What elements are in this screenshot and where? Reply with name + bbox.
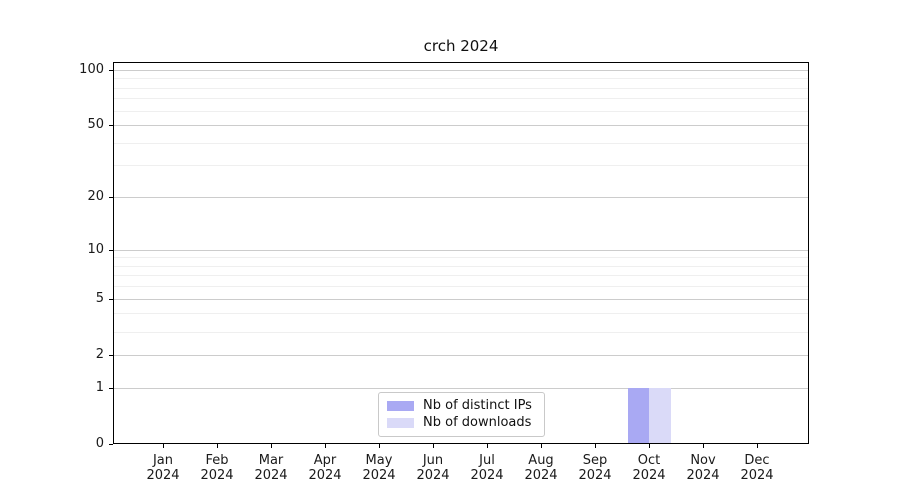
legend-label-downloads: Nb of downloads [423, 415, 532, 430]
x-tick [595, 444, 596, 448]
legend-swatch-downloads [387, 418, 414, 428]
x-tick-label: Oct 2024 [621, 453, 677, 483]
gridline-major [114, 197, 808, 199]
gridline-major [114, 249, 808, 251]
x-tick-label-year: 2024 [362, 468, 396, 483]
y-tick-label: 0 [95, 436, 104, 451]
chart-title: crch 2024 [423, 37, 499, 55]
gridline-minor [114, 313, 808, 315]
x-tick-label: Feb 2024 [189, 453, 245, 483]
x-tick-label-year: 2024 [254, 468, 288, 483]
x-tick [649, 444, 650, 448]
legend-label-distinct-ips: Nb of distinct IPs [423, 398, 532, 413]
legend-item-downloads: Nb of downloads [387, 416, 536, 430]
y-tick [109, 249, 113, 251]
y-tick [109, 298, 113, 300]
x-tick-label-year: 2024 [200, 468, 234, 483]
legend-item-distinct-ips: Nb of distinct IPs [387, 399, 536, 413]
gridline-minor [114, 265, 808, 267]
x-tick-label: May 2024 [351, 453, 407, 483]
x-tick-label: Sep 2024 [567, 453, 623, 483]
x-tick-label: Jun 2024 [405, 453, 461, 483]
x-tick-label-year: 2024 [632, 468, 666, 483]
gridline-minor [114, 257, 808, 259]
x-tick [703, 444, 704, 448]
x-tick [379, 444, 380, 448]
x-tick-label-year: 2024 [146, 468, 180, 483]
bar-series-0 [627, 387, 649, 443]
gridline-major [114, 125, 808, 127]
gridline-minor [114, 98, 808, 100]
x-tick-label-year: 2024 [740, 468, 774, 483]
gridline-minor [114, 87, 808, 89]
gridline-minor [114, 286, 808, 288]
x-tick [163, 444, 164, 448]
bar-series-1 [649, 387, 671, 443]
gridline-major [114, 298, 808, 300]
x-tick-label: Mar 2024 [243, 453, 299, 483]
x-tick-label: Jul 2024 [459, 453, 515, 483]
gridline-major [114, 387, 808, 389]
y-tick-label: 50 [87, 117, 104, 133]
x-tick-label-year: 2024 [416, 468, 450, 483]
y-tick-label: 1 [95, 379, 104, 395]
x-tick [541, 444, 542, 448]
plot-area [113, 62, 809, 444]
x-tick [487, 444, 488, 448]
y-tick [109, 197, 113, 199]
x-tick-label: Jan 2024 [135, 453, 191, 483]
gridline-major [114, 354, 808, 356]
y-tick-label: 5 [95, 290, 104, 306]
gridline-minor [114, 331, 808, 333]
x-tick-label-year: 2024 [578, 468, 612, 483]
x-tick [433, 444, 434, 448]
y-tick [109, 354, 113, 356]
x-tick-label: Aug 2024 [513, 453, 569, 483]
y-tick-label: 100 [79, 61, 104, 77]
x-tick [217, 444, 218, 448]
x-tick-label: Dec 2024 [729, 453, 785, 483]
y-tick [109, 69, 113, 71]
gridline-minor [114, 275, 808, 277]
legend: Nb of distinct IPs Nb of downloads [378, 392, 545, 437]
y-tick [109, 387, 113, 389]
gridline-minor [114, 110, 808, 112]
x-tick-label-year: 2024 [470, 468, 504, 483]
gridline-major [114, 69, 808, 71]
legend-swatch-distinct-ips [387, 401, 414, 411]
x-tick-label-year: 2024 [686, 468, 720, 483]
gridline-minor [114, 78, 808, 80]
y-tick [109, 125, 113, 127]
y-tick-label: 2 [95, 346, 104, 362]
x-tick [757, 444, 758, 448]
x-tick [325, 444, 326, 448]
x-tick-label: Nov 2024 [675, 453, 731, 483]
gridline-minor [114, 142, 808, 144]
x-tick-label-year: 2024 [308, 468, 342, 483]
x-tick-label-year: 2024 [524, 468, 558, 483]
gridline-minor [114, 165, 808, 167]
y-tick-label: 20 [87, 189, 104, 205]
y-tick-label: 10 [87, 241, 104, 257]
x-tick [271, 444, 272, 448]
y-tick [109, 444, 113, 445]
x-tick-label: Apr 2024 [297, 453, 353, 483]
